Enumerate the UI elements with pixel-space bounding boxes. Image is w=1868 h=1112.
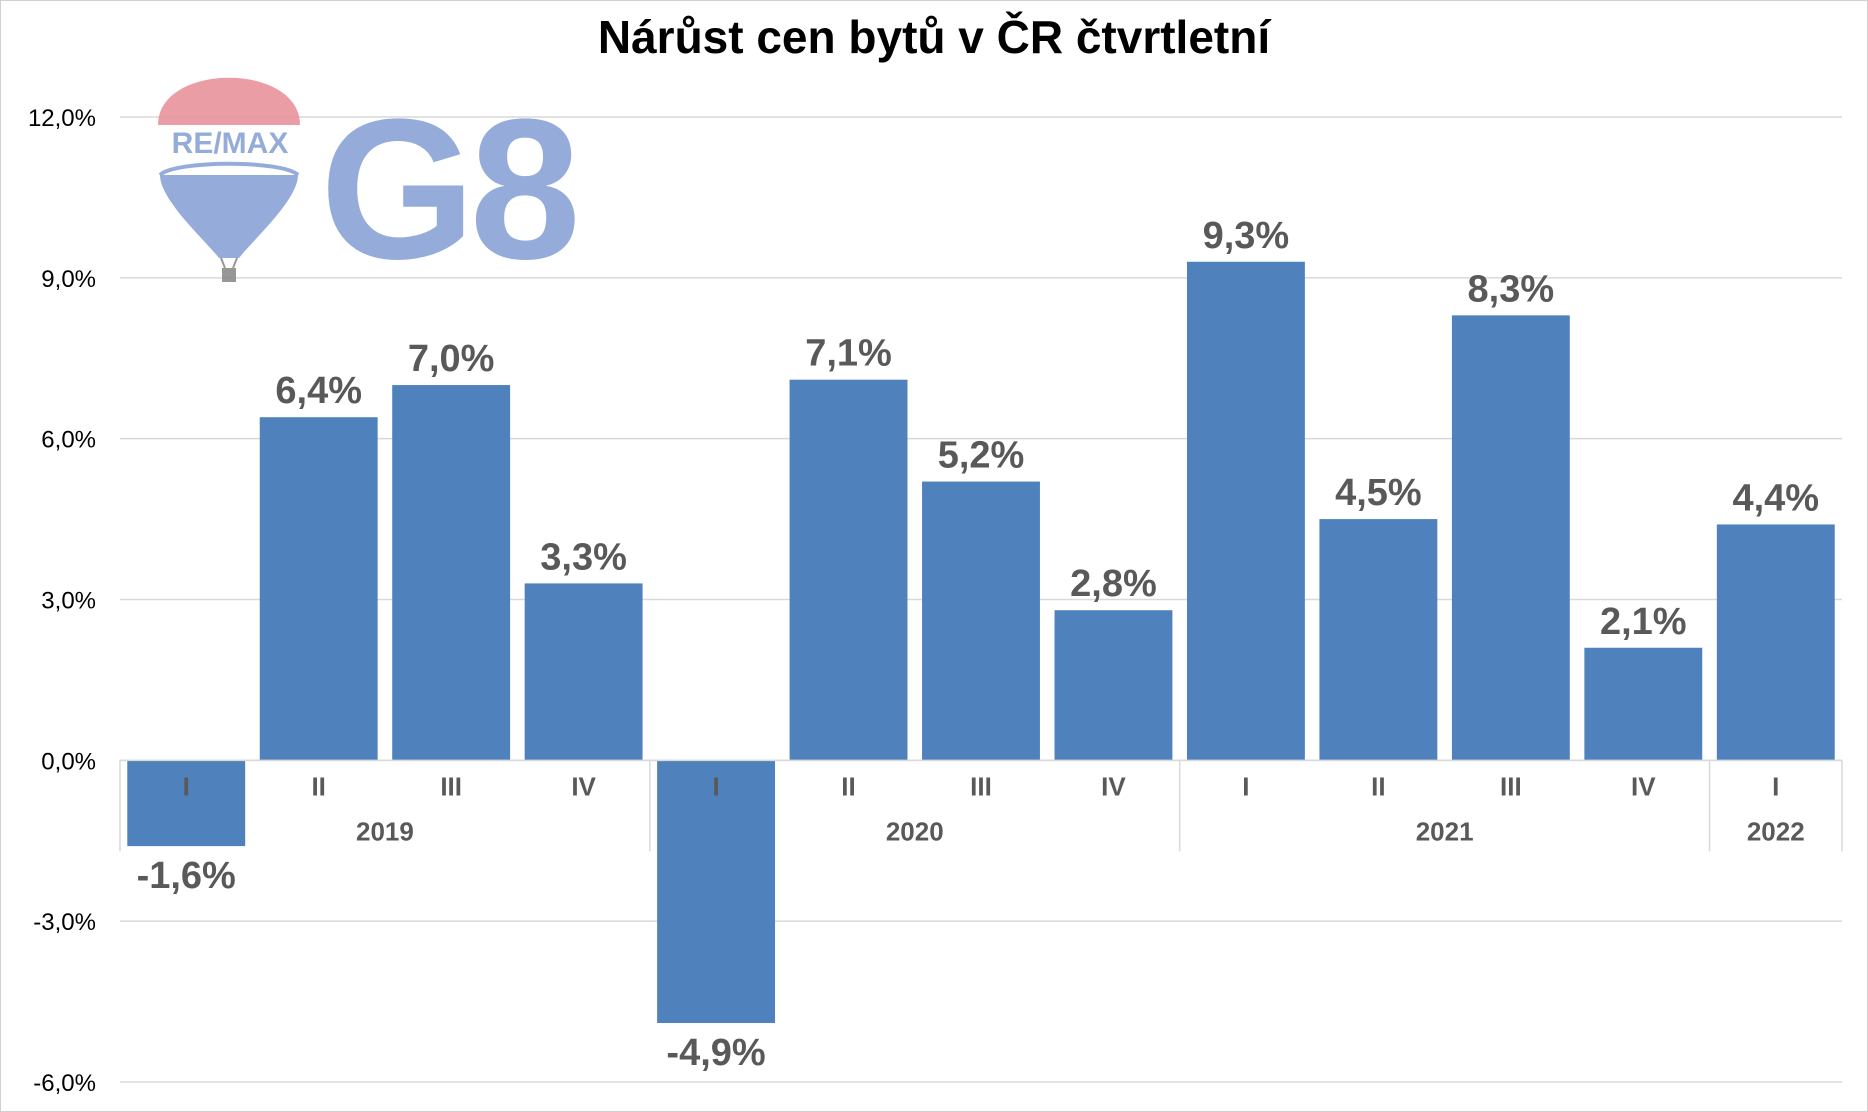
data-label: 7,0% (408, 338, 495, 380)
data-label: 4,4% (1732, 477, 1819, 519)
quarter-label: III (440, 771, 462, 801)
quarter-label: I (712, 771, 719, 801)
bar (1319, 519, 1438, 761)
data-label: 3,3% (540, 536, 627, 578)
bar (1054, 610, 1173, 761)
data-label: 2,8% (1070, 563, 1157, 605)
y-tick-label: 12,0% (28, 105, 96, 132)
quarter-label: III (1500, 771, 1522, 801)
quarter-label: IV (1101, 771, 1126, 801)
year-label: 2021 (1416, 816, 1474, 846)
data-label: 7,1% (805, 333, 892, 375)
bar (392, 385, 511, 761)
quarter-label: IV (571, 771, 596, 801)
year-label: 2022 (1747, 816, 1805, 846)
quarter-label: II (841, 771, 855, 801)
quarter-label: III (970, 771, 992, 801)
remax-g8-logo: RE/MAX G8 (158, 77, 582, 301)
y-tick-label: -3,0% (33, 909, 96, 936)
data-label: 6,4% (275, 370, 362, 412)
bar (657, 760, 776, 1024)
balloon-icon (158, 77, 300, 282)
bar (789, 379, 908, 761)
quarter-label: II (311, 771, 325, 801)
data-label: 8,3% (1468, 268, 1555, 310)
bar (1716, 524, 1835, 761)
year-label: 2019 (356, 816, 414, 846)
y-tick-label: 0,0% (41, 748, 96, 775)
bar (127, 760, 246, 847)
bar (922, 481, 1040, 761)
bar (1186, 261, 1305, 761)
y-tick-label: 9,0% (41, 266, 96, 293)
logo-brand-text: RE/MAX (172, 127, 289, 160)
data-label: 5,2% (938, 435, 1025, 477)
data-label: 9,3% (1203, 215, 1290, 257)
data-label: -4,9% (666, 1032, 765, 1074)
data-label: 2,1% (1600, 601, 1687, 643)
y-tick-label: 6,0% (41, 427, 96, 454)
data-label: -1,6% (137, 855, 236, 897)
quarter-label: II (1371, 771, 1385, 801)
quarter-label: I (1242, 771, 1249, 801)
bar (1451, 315, 1570, 761)
bar (524, 583, 643, 761)
data-label: 4,5% (1335, 472, 1422, 514)
bar (259, 417, 378, 761)
year-label: 2020 (886, 816, 944, 846)
bar (1584, 647, 1703, 761)
chart-title: Nárůst cen bytů v ČR čtvrtletní (597, 11, 1271, 63)
quarter-label: I (183, 771, 190, 801)
y-tick-label: 3,0% (41, 588, 96, 615)
y-tick-label: -6,0% (33, 1070, 96, 1097)
quarter-label: I (1772, 771, 1779, 801)
data-labels: -1,6% 6,4% 7,0% 3,3% -4,9% 7,1% 5,2% 2,8% 9,3% 4,… (137, 215, 1819, 1074)
bars (127, 261, 1835, 1024)
logo-office-text: G8 (320, 78, 576, 301)
quarter-label: IV (1631, 771, 1656, 801)
